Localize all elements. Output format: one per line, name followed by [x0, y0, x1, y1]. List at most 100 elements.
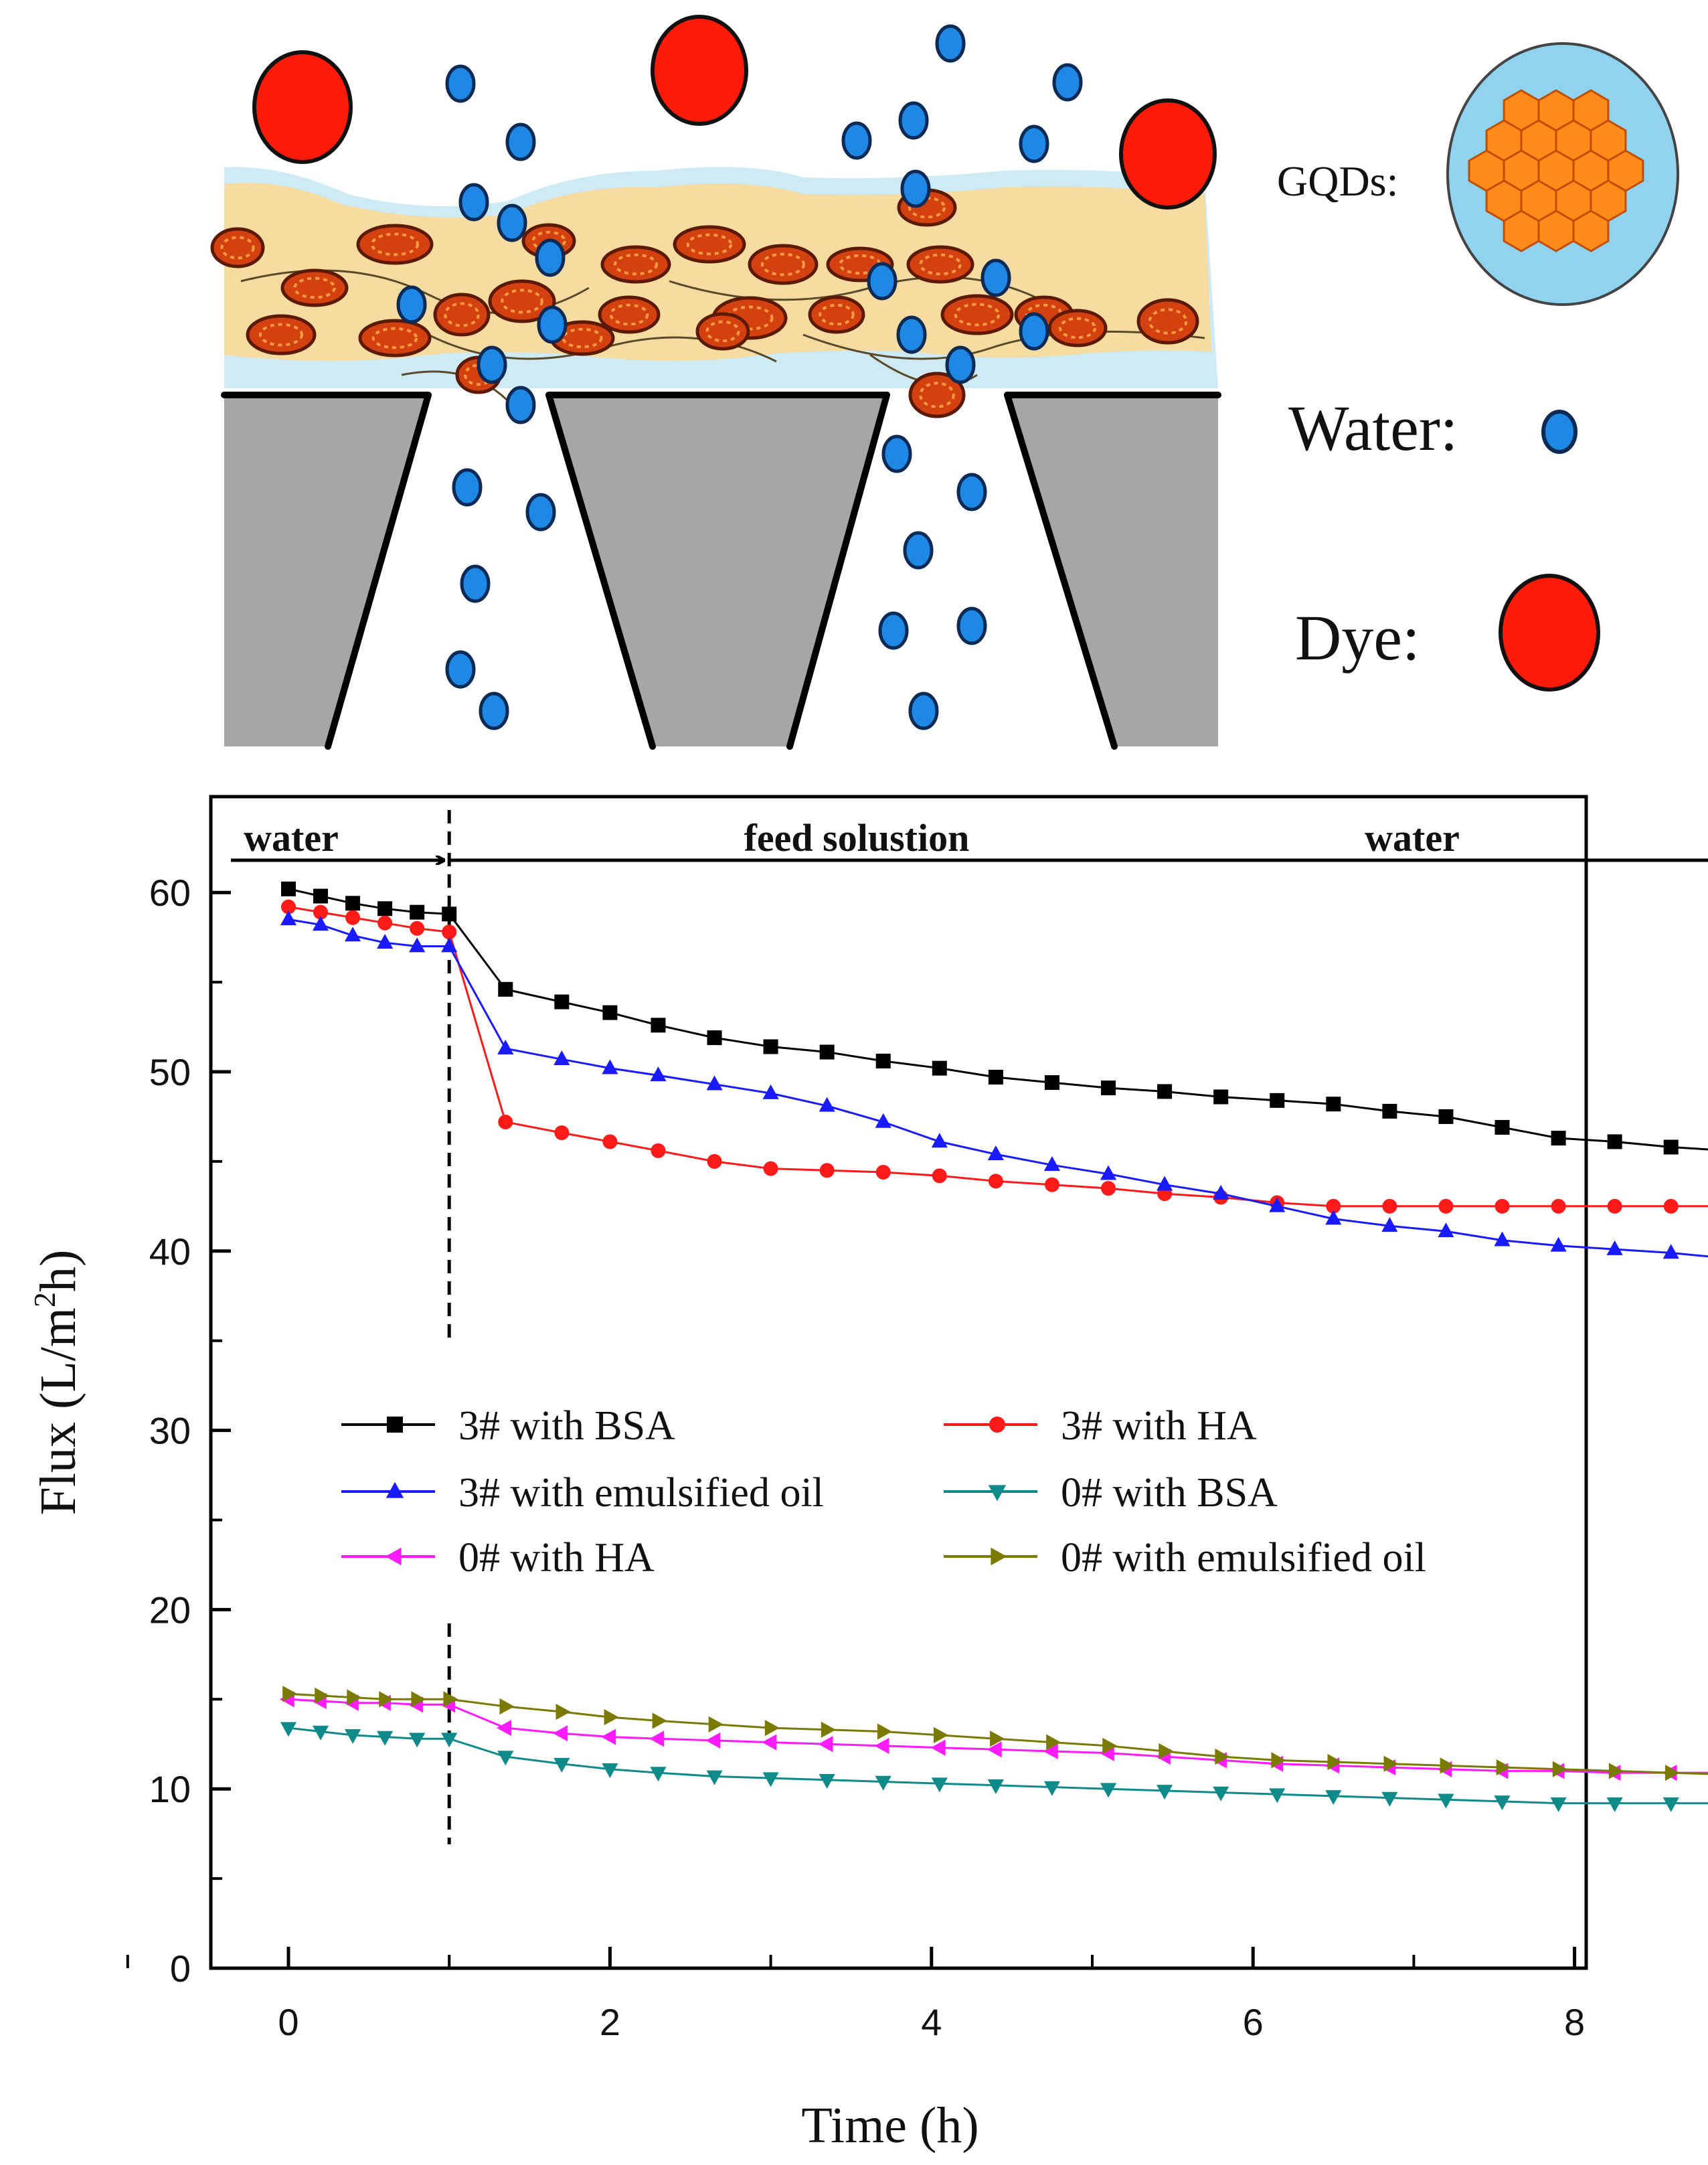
legend-label: 3# with BSA [458, 1403, 675, 1449]
data-point [281, 881, 296, 896]
data-point [651, 1143, 666, 1158]
water-molecule [537, 305, 568, 344]
data-point [991, 1547, 1007, 1566]
dye-molecules [252, 15, 1217, 210]
data-point [280, 1722, 297, 1737]
data-point [1494, 1198, 1510, 1214]
data-point [762, 1772, 779, 1787]
water-molecule [841, 121, 872, 160]
data-point [877, 1723, 892, 1740]
membrane-schematic: GQDs: Water: Dye: [210, 15, 1679, 750]
x-tick-label: 8 [1564, 2001, 1585, 2043]
gqd-particle-texture [819, 303, 855, 326]
data-point [707, 1153, 722, 1169]
y-tick-label: 50 [149, 1051, 191, 1093]
x-tick-label: 6 [1243, 2001, 1264, 2043]
data-point [1381, 1217, 1398, 1232]
data-point [875, 1775, 891, 1791]
gqd-particle [808, 295, 865, 334]
water-molecule [935, 24, 966, 63]
water-molecule [505, 123, 536, 161]
gqd-particle-texture [371, 327, 418, 349]
data-point [1663, 1198, 1679, 1214]
data-point [1551, 1131, 1566, 1146]
y-tick-label: 10 [149, 1768, 191, 1810]
y-tick-label: 40 [149, 1230, 191, 1273]
data-point [499, 1698, 515, 1715]
data-point [347, 1689, 362, 1706]
water-molecule [956, 607, 987, 645]
substrate-block-right [1007, 395, 1218, 746]
data-point [282, 1686, 298, 1702]
legend-label: 3# with HA [1061, 1403, 1257, 1449]
substrate-block-left [224, 395, 428, 746]
data-point [821, 1721, 836, 1738]
data-point [498, 981, 513, 997]
data-point [987, 1779, 1004, 1795]
polymer-chain [802, 330, 1205, 360]
gqd-particle-texture [609, 303, 649, 326]
water-molecule [452, 468, 483, 507]
data-point [705, 1732, 721, 1749]
data-point [1326, 1097, 1341, 1112]
data-point [1552, 1761, 1567, 1777]
data-point [497, 1720, 512, 1737]
gqd-particle [600, 245, 671, 284]
data-point [818, 1736, 833, 1753]
data-point [1383, 1755, 1399, 1772]
gqd-particle-texture [919, 382, 955, 408]
series-line [288, 906, 1708, 1208]
gqd-particle [246, 314, 317, 355]
water-molecule [867, 262, 898, 301]
data-point [554, 994, 570, 1010]
water-molecule [896, 315, 927, 354]
gqd-particle [433, 293, 491, 337]
gqd-particle [908, 372, 966, 418]
water-molecule [956, 473, 987, 511]
gqd-hexagon [1537, 210, 1575, 252]
substrate-outline [221, 392, 1221, 750]
gqd-icon [1446, 42, 1679, 306]
gqd-particle-texture [1148, 308, 1188, 335]
water-molecule [396, 285, 427, 324]
water-molecule [945, 345, 976, 384]
gqd-particle [673, 225, 746, 264]
data-point [553, 1050, 570, 1066]
gqd-particle [1136, 298, 1199, 345]
water-molecule-icon [1541, 410, 1577, 454]
data-point [819, 1163, 835, 1178]
y-axis-title: Flux (L/m2h) [27, 1250, 86, 1516]
data-point [931, 1777, 948, 1793]
data-point [345, 910, 361, 925]
data-point [409, 1733, 426, 1748]
water-molecule [908, 692, 939, 730]
gqd-particle-texture [562, 327, 603, 349]
data-point [1043, 1156, 1061, 1172]
data-point [1494, 1231, 1511, 1247]
data-point [875, 1113, 891, 1128]
data-point [1381, 1791, 1398, 1807]
series-line [288, 1698, 1708, 1774]
data-point [313, 904, 329, 920]
gqd-particles [210, 188, 1199, 418]
data-point [387, 1417, 403, 1433]
data-point [875, 1164, 891, 1180]
x-axis-title: Time (h) [801, 2097, 978, 2154]
gqd-particle-texture [370, 232, 420, 256]
series-line [288, 1727, 1708, 1805]
data-point [411, 1691, 426, 1708]
data-point [1606, 1240, 1623, 1255]
gqd-particle-texture [259, 323, 303, 347]
key-dye-label: Dye: [1295, 602, 1420, 673]
data-point [1607, 1134, 1622, 1149]
data-point [988, 1070, 1003, 1085]
data-point [1043, 1743, 1058, 1760]
data-point [1662, 1244, 1679, 1259]
data-point [312, 1725, 329, 1741]
data-point [281, 899, 296, 914]
data-point [1159, 1743, 1174, 1760]
gqd-hexagon-lattice [1468, 89, 1644, 252]
data-point [1101, 1181, 1116, 1196]
series-group [280, 1722, 1708, 1812]
data-point [1270, 1093, 1285, 1108]
